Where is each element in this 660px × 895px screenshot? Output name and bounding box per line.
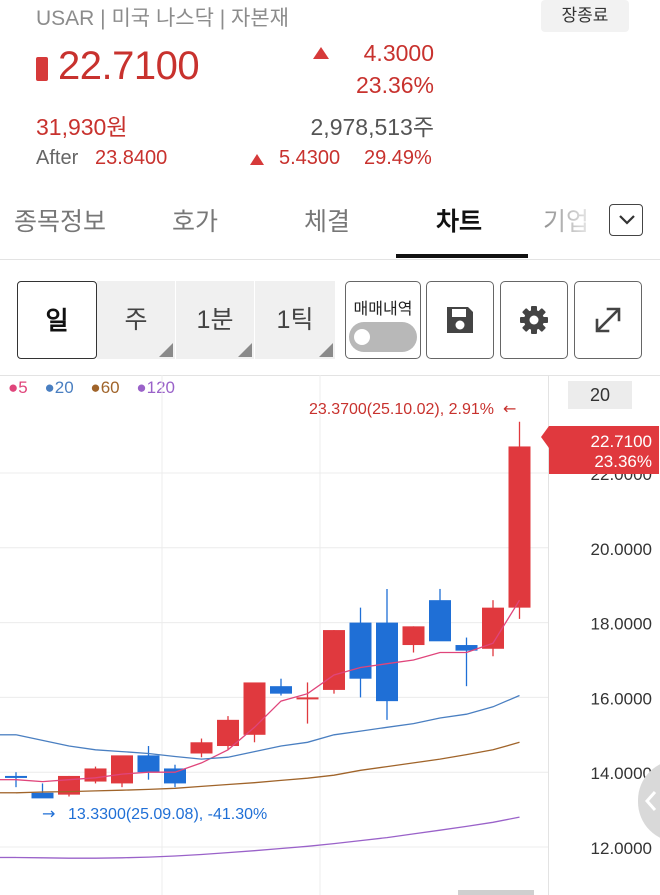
period-minute-button[interactable]: 1분	[176, 281, 254, 359]
y-tick-label: 20.0000	[591, 540, 652, 559]
y-tick-label: 18.0000	[591, 615, 652, 634]
after-hours-price: 23.8400	[95, 147, 168, 169]
trading-volume: 2,978,513주	[310, 114, 434, 140]
dropdown-corner-icon	[238, 343, 252, 357]
chart-top-border	[0, 375, 660, 376]
trade-history-label: 매매내역	[353, 301, 413, 318]
tab-fade-overlay	[530, 190, 620, 250]
candle-body	[376, 622, 398, 702]
chart-scroll-handle[interactable]	[638, 760, 660, 842]
tab-chart[interactable]: 차트	[436, 208, 483, 236]
save-icon	[447, 307, 473, 333]
current-price-tag-rate: 23.36%	[594, 452, 652, 471]
change-rate: 23.36%	[355, 72, 434, 98]
stock-subtitle: USAR | 미국 나스닥 | 자본재	[36, 7, 289, 30]
after-hours-rate: 29.49%	[364, 147, 432, 169]
ma-line-5	[15, 599, 521, 783]
candlestick-chart[interactable]: 12.000014.000016.000018.000020.000022.00…	[0, 375, 660, 895]
after-hours-change: 5.4300	[279, 147, 341, 169]
ma-line-20	[15, 694, 520, 760]
candle-body	[402, 626, 425, 646]
candle-body	[508, 446, 531, 608]
tab-trades[interactable]: 체결	[304, 208, 351, 236]
candle-body	[323, 630, 345, 690]
ma20-label: 20	[54, 378, 74, 397]
bottom-scroll-indicator	[458, 890, 534, 895]
save-button[interactable]	[426, 281, 494, 359]
period-week-button[interactable]: 주	[97, 281, 175, 359]
ma60-label: 60	[100, 378, 120, 397]
trade-history-toggle-box[interactable]: 매매내역	[345, 281, 421, 359]
toggle-knob	[354, 329, 370, 345]
change-value: 4.3000	[363, 40, 434, 66]
ma5-legend: ●5	[8, 378, 28, 397]
price-axis-separator	[548, 376, 549, 895]
scale-count-box[interactable]: 20	[568, 381, 632, 409]
ma120-label: 120	[146, 378, 176, 397]
candle-body	[482, 607, 504, 649]
candle-body	[270, 686, 292, 694]
tab-more-button[interactable]	[609, 204, 643, 236]
after-up-triangle-icon	[250, 154, 264, 165]
current-price-tag-pointer	[541, 426, 549, 448]
tab-orderbook[interactable]: 호가	[172, 208, 219, 236]
tab-bar: 종목정보 호가 체결 차트 기업	[0, 190, 660, 260]
ma120-legend: ●120	[136, 378, 176, 397]
fullscreen-button[interactable]	[574, 281, 642, 359]
period-week-label: 주	[124, 306, 148, 334]
low-annotation: 13.3300(25.09.08), -41.30%	[68, 806, 267, 823]
candle-body	[455, 645, 478, 651]
dropdown-corner-icon	[159, 343, 173, 357]
period-tick-label: 1틱	[276, 306, 314, 334]
ma-line-120	[15, 816, 520, 859]
y-tick-label: 12.0000	[591, 839, 652, 858]
ma-line-60	[15, 741, 520, 794]
market-status-badge: 장종료	[541, 0, 629, 32]
candle-body	[111, 755, 133, 784]
candle-body	[217, 719, 239, 747]
candle-body	[5, 775, 27, 778]
arrow-left-icon: ←	[503, 399, 516, 418]
current-price-tag	[549, 426, 659, 474]
current-price-tag-value: 22.7100	[591, 432, 652, 451]
settings-button[interactable]	[500, 281, 568, 359]
ma5-label: 5	[18, 378, 28, 397]
chevron-down-icon	[619, 215, 635, 225]
candle-body	[429, 600, 451, 642]
candle-body	[164, 768, 186, 784]
arrow-right-icon: →	[42, 804, 55, 823]
trade-history-toggle[interactable]	[349, 322, 417, 352]
dropdown-corner-icon	[319, 343, 333, 357]
expand-icon	[595, 307, 621, 333]
high-annotation: 23.3700(25.10.02), 2.91%	[309, 401, 494, 418]
tabs-divider	[0, 259, 660, 260]
period-day-button[interactable]: 일	[17, 281, 97, 359]
tab-stock-info[interactable]: 종목정보	[14, 208, 107, 236]
gear-icon	[520, 306, 548, 334]
period-selector: 일 주 1분 1틱	[17, 281, 335, 359]
candle-body	[137, 755, 160, 773]
y-tick-label: 14.0000	[591, 764, 652, 783]
candle-body	[31, 792, 54, 799]
current-price: 22.7100	[58, 44, 200, 88]
y-tick-label: 16.0000	[591, 689, 652, 708]
candle-body	[296, 697, 319, 700]
ma60-legend: ●60	[90, 378, 120, 397]
price-candle-icon	[36, 57, 48, 81]
period-tick-button[interactable]: 1틱	[255, 281, 335, 359]
ma-legend: ●5 ●20 ●60 ●120	[8, 378, 187, 398]
active-tab-indicator	[396, 254, 528, 258]
after-hours-label: After	[36, 147, 79, 169]
up-triangle-icon	[313, 47, 329, 59]
ma20-legend: ●20	[44, 378, 74, 397]
candle-body	[84, 768, 107, 782]
candle-body	[190, 742, 213, 754]
candle-body	[349, 622, 372, 679]
krw-price: 31,930원	[36, 114, 128, 140]
chevron-left-icon	[644, 791, 657, 811]
period-minute-label: 1분	[196, 306, 234, 334]
